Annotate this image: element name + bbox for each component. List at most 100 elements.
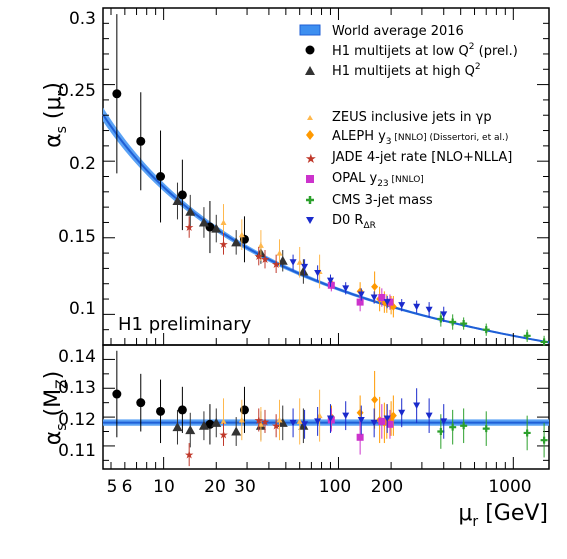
legend-opal: OPAL y23 [NNLO]: [332, 171, 424, 189]
top-point-s3-p2: [371, 282, 379, 291]
ylabel-bottom: αs (MZ): [41, 371, 70, 446]
bottom-point-s7-p8: [398, 409, 406, 417]
ylabel-bottom-sub: s: [54, 423, 70, 430]
legend-aleph: ALEPH y3 [NNLO] (Dissertori, et al.): [332, 129, 508, 147]
world-average-band-bottom: [103, 419, 549, 426]
bottom-point-s5-p1: [356, 433, 364, 441]
top-point-s4-p0: ★: [184, 221, 194, 234]
top-point-s2-p1: [238, 231, 245, 238]
legend-marker-zeus: [307, 115, 313, 120]
legend-d0-prefix: D0 R: [332, 213, 363, 228]
top-point-s6-p2: [460, 320, 468, 328]
top-point-s4-p2: ★: [254, 250, 264, 263]
legend-swatch-world-average: [299, 24, 321, 36]
bottom-point-s4-p2: ★: [254, 414, 264, 427]
xlabel-main: μ: [458, 501, 472, 526]
bottom-point-s1-p2: [198, 420, 209, 430]
ytick-label-top-3: 0.25: [58, 81, 96, 101]
xtick-label-10: 10: [153, 477, 175, 497]
top-point-s6-p1: [449, 318, 457, 326]
ylabel-top-sub: s: [54, 126, 70, 133]
legend-aleph-sub: 3: [386, 137, 392, 147]
ytick-label-top-4: 0.3: [69, 9, 96, 29]
top-point-s6-p5: [540, 338, 548, 346]
bottom-point-s6-p4: [523, 429, 531, 437]
bottom-point-s3-p2: [371, 395, 379, 404]
xtick-label-20: 20: [204, 477, 226, 497]
bottom-point-s6-p2: [460, 422, 468, 430]
bottom-point-s7-p9: [413, 402, 421, 410]
bottom-point-s2-p4: [296, 418, 303, 424]
legend-opal-sub: 23: [377, 179, 388, 189]
legend-jade: JADE 4-jet rate [NLO+NLLA]: [331, 150, 512, 165]
top-point-s1-p3: [211, 223, 222, 233]
legend-marker-d0: [306, 217, 314, 224]
top-point-s5-p3: [386, 298, 394, 306]
legend: World average 2016 H1 multijets at low Q…: [299, 24, 518, 231]
legend-marker-cms: [306, 196, 314, 204]
bottom-point-s0-p1: [136, 398, 146, 408]
ytick-label-top-0: 0.1: [69, 299, 96, 319]
bottom-point-s5-p2: [378, 417, 386, 425]
legend-marker-jade: ★: [305, 152, 317, 167]
legend-aleph-prefix: ALEPH y: [332, 129, 386, 144]
xtick-label-30: 30: [234, 477, 256, 497]
bottom-point-s7-p11: [440, 418, 448, 425]
bottom-point-s6-p0: [437, 428, 445, 436]
top-point-s1-p4: [231, 237, 242, 247]
legend-d0: D0 RΔR: [332, 213, 376, 231]
bottom-point-s7-p1: [301, 421, 309, 428]
bottom-panel-series: ★★★★ ★: [112, 350, 548, 467]
xtick-label-6: 6: [122, 477, 133, 497]
top-point-s5-p0: [327, 281, 335, 289]
bottom-point-s2-p3: [276, 416, 283, 423]
legend-jade-label: JADE 4-jet rate [NLO+NLLA]: [331, 150, 512, 165]
bottom-point-s3-p1: [356, 408, 364, 417]
bottom-point-s0-p3: [177, 405, 187, 415]
top-point-s7-p10: [425, 306, 433, 314]
top-point-s6-p0: [437, 315, 445, 323]
bottom-point-s6-p1: [449, 423, 457, 431]
bottom-point-s1-p1: [185, 425, 196, 435]
bottom-point-s0-p2: [156, 406, 166, 416]
legend-opal-suffix: [NNLO]: [392, 175, 424, 185]
legend-cms: CMS 3-jet mass: [332, 193, 433, 208]
bottom-point-s7-p4: [342, 412, 350, 420]
bottom-point-s1-p6: [277, 417, 288, 427]
top-point-s7-p4: [342, 285, 350, 292]
ytick-label-bottom-1: 0.12: [58, 410, 96, 430]
top-point-s7-p8: [398, 302, 406, 309]
ylabel-bottom-main: α: [41, 431, 66, 446]
bottom-point-s7-p7: [383, 415, 391, 423]
top-point-s0-p1: [136, 136, 146, 146]
legend-d0-sub: ΔR: [363, 221, 375, 231]
ytick-label-bottom-3: 0.14: [58, 347, 96, 367]
ylabel-bottom-arg: M: [41, 389, 66, 408]
axis-ticks: [103, 8, 549, 469]
ylabel-bottom-arg-sub: Z: [54, 379, 70, 389]
top-point-s1-p7: [298, 266, 309, 276]
bottom-point-s6-p3: [482, 425, 490, 433]
top-point-s7-p11: [440, 311, 448, 318]
bottom-point-s5-p3: [386, 420, 394, 428]
ytick-label-bottom-2: 0.13: [58, 378, 96, 398]
top-point-s7-p5: [357, 291, 365, 298]
bottom-point-s1-p3: [211, 417, 222, 427]
legend-h1-low-suffix: (prel.): [479, 44, 518, 59]
top-point-s7-p3: [326, 277, 334, 285]
legend-h1-high-label: H1 multijets at high Q: [332, 64, 475, 79]
ytick-label-top-1: 0.15: [58, 227, 96, 247]
bottom-point-s1-p4: [231, 426, 242, 436]
legend-zeus: ZEUS inclusive jets in γp: [332, 110, 492, 125]
top-point-s2-p3: [276, 250, 283, 256]
top-point-s0-p0: [112, 89, 122, 99]
top-point-s0-p2: [156, 172, 166, 181]
ytick-label-bottom-0: 0.11: [58, 441, 96, 461]
top-point-s7-p0: [289, 259, 297, 266]
bottom-point-s2-p1: [238, 416, 245, 423]
ylabel-top-main: α: [41, 133, 66, 148]
top-point-s1-p1: [185, 206, 196, 216]
top-point-s4-p1: ★: [219, 238, 229, 251]
